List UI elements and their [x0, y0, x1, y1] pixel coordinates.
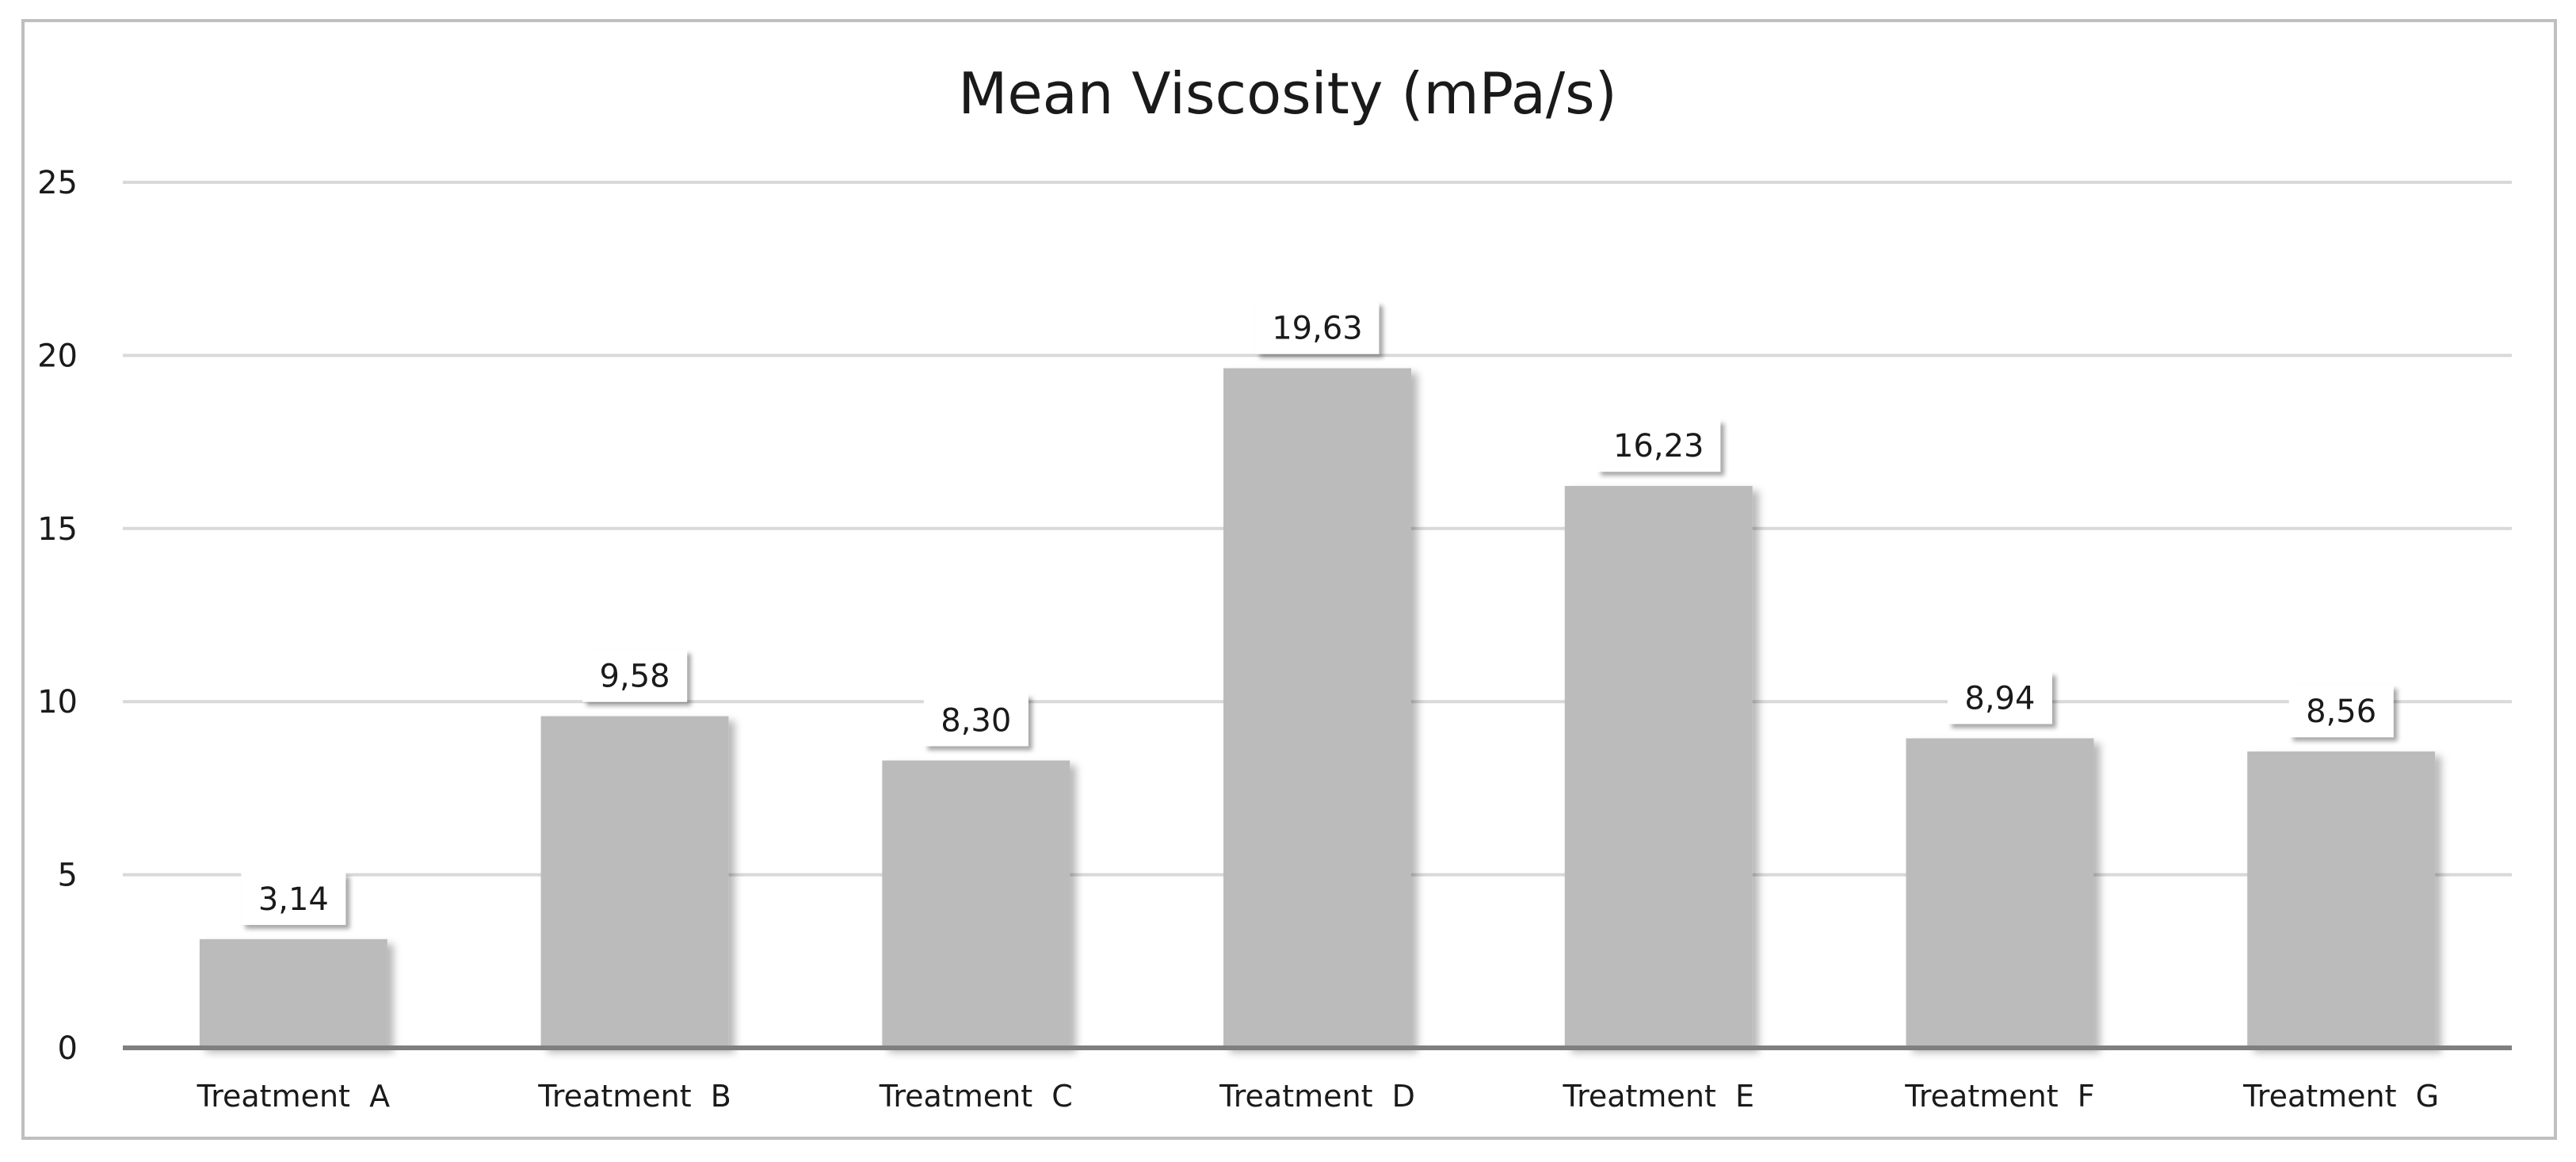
- chart-title: Mean Viscosity (mPa/s): [958, 60, 1617, 127]
- data-label-box: [1597, 419, 1721, 472]
- bar: [1906, 738, 2094, 1048]
- x-tick-label: Treatment D: [1219, 1079, 1415, 1114]
- data-label: 16,23: [1613, 428, 1704, 464]
- bar: [2247, 751, 2436, 1048]
- x-tick-label: Treatment C: [879, 1079, 1073, 1114]
- y-tick-label: 20: [37, 338, 78, 374]
- data-label: 8,56: [2306, 694, 2376, 730]
- x-tick-label: Treatment A: [197, 1079, 391, 1114]
- data-label-box: [1255, 301, 1380, 354]
- bar: [199, 938, 387, 1048]
- data-label-box: [2288, 685, 2394, 738]
- data-label-box: [1947, 671, 2052, 724]
- bar: [1223, 368, 1411, 1048]
- x-tick-label: Treatment F: [1904, 1079, 2094, 1114]
- data-label-box: [923, 694, 1028, 747]
- data-label: 19,63: [1272, 311, 1363, 347]
- data-label-box: [582, 649, 688, 702]
- x-tick-label: Treatment B: [537, 1079, 731, 1114]
- data-label: 8,94: [1964, 681, 2035, 717]
- x-tick-label: Treatment E: [1562, 1079, 1754, 1114]
- x-tick-label: Treatment G: [2242, 1079, 2439, 1114]
- data-label: 3,14: [258, 881, 329, 918]
- bar: [1564, 486, 1753, 1048]
- y-tick-label: 0: [58, 1030, 78, 1067]
- data-label: 9,58: [600, 659, 670, 695]
- bar: [540, 716, 729, 1048]
- y-tick-label: 5: [58, 858, 78, 894]
- y-tick-label: 25: [37, 165, 78, 201]
- bar: [882, 760, 1070, 1048]
- y-tick-label: 10: [37, 684, 78, 721]
- y-tick-label: 15: [37, 511, 78, 548]
- data-label: 8,30: [941, 702, 1011, 739]
- data-label-box: [241, 872, 346, 925]
